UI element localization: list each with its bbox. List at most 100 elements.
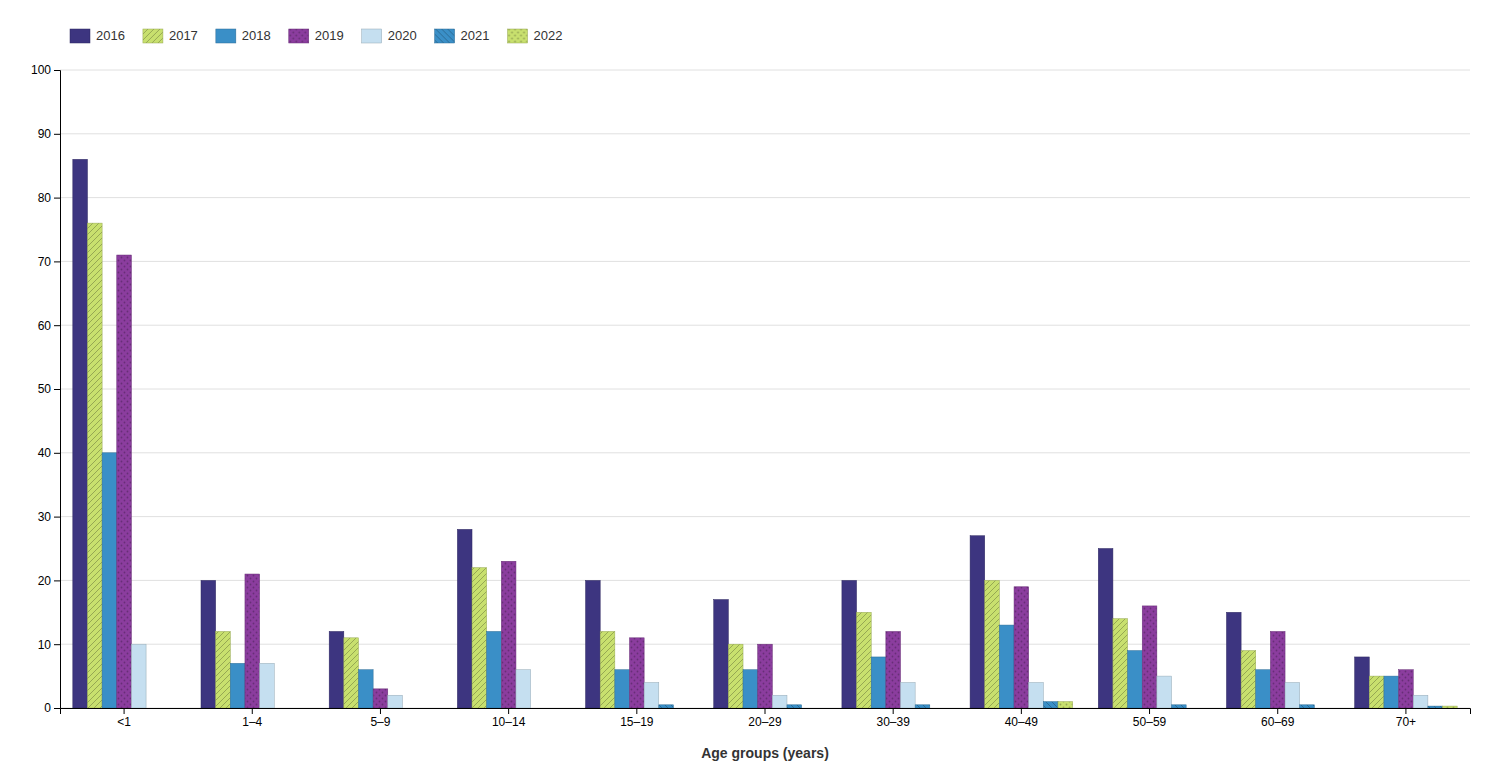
y-tick: 40 xyxy=(38,446,60,460)
y-tick: 0 xyxy=(44,701,60,715)
x-tick: 30–39 xyxy=(876,708,910,729)
y-tick: 100 xyxy=(31,63,60,77)
y-tick-mark xyxy=(54,517,60,518)
bar xyxy=(230,663,245,708)
y-tick: 60 xyxy=(38,319,60,333)
legend-label: 2017 xyxy=(169,28,198,43)
bar xyxy=(516,670,531,708)
legend-swatch xyxy=(143,29,163,43)
y-tick-label: 0 xyxy=(44,701,51,715)
legend-label: 2022 xyxy=(534,28,563,43)
y-tick-label: 60 xyxy=(38,319,52,333)
bar-series xyxy=(659,702,1443,708)
bar xyxy=(915,705,930,708)
legend: 2016201720182019202020212022 xyxy=(70,28,562,43)
chart-svg: 0102030405060708090100<11–45–910–1415–19… xyxy=(0,0,1500,778)
bar xyxy=(245,574,260,708)
y-axis: 0102030405060708090100 xyxy=(31,63,61,715)
bar xyxy=(417,708,432,709)
bar xyxy=(344,638,359,708)
bar xyxy=(1256,670,1271,708)
bar xyxy=(1128,651,1143,708)
x-tick-mark xyxy=(252,708,253,714)
bar xyxy=(260,663,275,708)
bar-series xyxy=(87,223,1383,708)
x-tick-mark xyxy=(636,708,637,714)
bar xyxy=(1058,702,1073,708)
legend-label: 2019 xyxy=(315,28,344,43)
x-tick: 70+ xyxy=(1396,708,1416,729)
x-tick: 40–49 xyxy=(1005,708,1039,729)
bar xyxy=(970,536,985,708)
bar xyxy=(487,631,502,708)
x-tick-mark xyxy=(1277,708,1278,714)
y-axis-line xyxy=(54,71,61,709)
legend-item: 2019 xyxy=(289,28,344,43)
y-tick-label: 100 xyxy=(31,63,51,77)
bar-series xyxy=(117,255,1413,708)
y-tick-label: 50 xyxy=(38,382,52,396)
legend-label: 2020 xyxy=(388,28,417,43)
y-tick: 10 xyxy=(38,638,60,652)
y-tick-label: 10 xyxy=(38,638,52,652)
y-tick-label: 80 xyxy=(38,191,52,205)
bar xyxy=(673,708,688,709)
x-tick-mark xyxy=(1149,708,1150,714)
bar xyxy=(629,638,644,708)
bar xyxy=(1172,705,1187,708)
y-tick-mark xyxy=(54,580,60,581)
legend-item: 2021 xyxy=(435,28,490,43)
bar xyxy=(201,580,216,708)
grid-line xyxy=(60,580,1470,581)
legend-item: 2016 xyxy=(70,28,125,43)
x-tick: 5–9 xyxy=(370,708,390,729)
x-tick-mark xyxy=(1021,708,1022,714)
x-tick-label: 5–9 xyxy=(370,715,390,729)
legend-label: 2021 xyxy=(461,28,490,43)
grid-line xyxy=(60,133,1470,134)
bar-series xyxy=(1058,702,1457,708)
bar xyxy=(472,568,487,708)
y-tick-mark xyxy=(54,198,60,199)
bar xyxy=(772,695,787,708)
legend-swatch xyxy=(435,29,455,43)
bar xyxy=(501,561,516,708)
bar xyxy=(216,631,231,708)
x-tick-mark xyxy=(508,708,509,714)
bar xyxy=(1413,695,1428,708)
bar xyxy=(1285,682,1300,708)
y-tick-label: 90 xyxy=(38,127,52,141)
bar xyxy=(615,670,630,708)
bar xyxy=(402,708,417,709)
bar xyxy=(1113,619,1128,708)
grid-line xyxy=(60,325,1470,326)
bar xyxy=(274,708,289,709)
bar xyxy=(1226,612,1241,708)
x-tick-label: <1 xyxy=(117,715,131,729)
x-axis: <11–45–910–1415–1920–2930–3940–4950–5960… xyxy=(61,708,1471,729)
bar xyxy=(644,682,659,708)
bar xyxy=(73,159,88,708)
y-tick-label: 30 xyxy=(38,510,52,524)
x-tick-label: 1–4 xyxy=(242,715,262,729)
bar xyxy=(930,708,945,709)
y-tick-mark xyxy=(54,70,60,71)
x-tick-label: 15–19 xyxy=(620,715,654,729)
legend-label: 2016 xyxy=(96,28,125,43)
x-tick-label: 40–49 xyxy=(1005,715,1039,729)
bar xyxy=(1098,549,1113,709)
bar xyxy=(1043,702,1058,708)
bar xyxy=(531,708,546,709)
legend-swatch xyxy=(216,29,236,43)
y-tick-mark xyxy=(54,453,60,454)
bar xyxy=(842,580,857,708)
bar xyxy=(1384,676,1399,708)
legend-swatch xyxy=(362,29,382,43)
bar xyxy=(373,689,388,708)
bar xyxy=(131,644,146,708)
grid xyxy=(60,70,1470,708)
y-tick-mark xyxy=(54,389,60,390)
y-tick: 90 xyxy=(38,127,60,141)
bar xyxy=(1428,706,1443,708)
bar xyxy=(758,644,773,708)
